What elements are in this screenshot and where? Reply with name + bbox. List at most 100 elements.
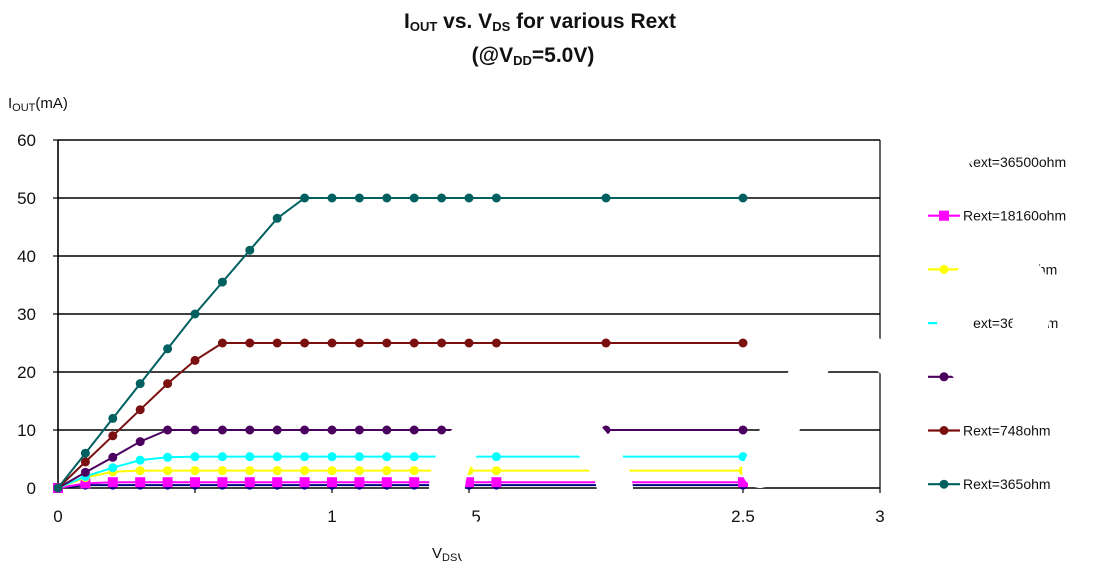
- data-point: [491, 338, 501, 348]
- data-point: [108, 463, 118, 473]
- series-Rext=748ohm: [53, 338, 748, 493]
- y-axis-label-sub: OUT: [12, 102, 36, 114]
- x-tick-label: 2.5: [731, 507, 755, 526]
- data-point: [217, 466, 227, 476]
- legend-item: Rext=18160ohm: [928, 208, 1066, 224]
- data-point: [601, 338, 611, 348]
- data-point: [272, 213, 282, 223]
- data-point: [382, 338, 392, 348]
- data-point: [217, 425, 227, 435]
- data-point: [354, 466, 364, 476]
- data-point: [163, 452, 173, 462]
- series-Rext=365ohm: [53, 193, 748, 493]
- data-point: [108, 452, 118, 462]
- data-point: [190, 466, 200, 476]
- series-Rext=3637ohm: [53, 452, 748, 493]
- data-point: [464, 477, 474, 488]
- legend-marker: [939, 479, 949, 489]
- data-point: [327, 338, 337, 348]
- data-point: [327, 477, 337, 488]
- data-point: [300, 466, 310, 476]
- y-tick-label: 40: [17, 247, 36, 266]
- data-point: [272, 452, 282, 462]
- data-point: [135, 379, 145, 389]
- data-point: [382, 452, 392, 462]
- plot-series: [53, 193, 748, 493]
- data-point: [80, 467, 90, 477]
- y-tick-label: 0: [27, 479, 36, 498]
- data-point: [327, 425, 337, 435]
- data-point: [217, 452, 227, 462]
- y-tick-label: 10: [17, 421, 36, 440]
- chart-subtitle: (@VDD=5.0V): [472, 44, 595, 68]
- data-point: [437, 193, 447, 203]
- data-point: [244, 477, 255, 488]
- data-point: [437, 338, 447, 348]
- data-point: [409, 452, 419, 462]
- legend-label: Rext=18160ohm: [963, 208, 1066, 224]
- series-line: [57, 429, 743, 489]
- grid-lines: [58, 139, 880, 431]
- x-tick-label: 0: [53, 507, 62, 526]
- data-point: [272, 477, 283, 488]
- data-point: [382, 193, 392, 203]
- legend-marker: [939, 210, 949, 221]
- data-point: [245, 245, 255, 255]
- data-point: [135, 466, 145, 476]
- legend-marker: [939, 264, 949, 274]
- chart-subtitle-v-sub: DD: [513, 53, 532, 68]
- data-point: [738, 477, 748, 488]
- legend-label: Rext=748ohm: [963, 423, 1051, 439]
- data-point: [245, 452, 255, 462]
- data-point: [409, 193, 419, 203]
- series-line: [57, 342, 743, 489]
- data-point: [135, 455, 145, 465]
- data-point: [217, 338, 227, 348]
- data-point: [162, 477, 173, 488]
- data-point: [491, 193, 501, 203]
- legend-marker: [939, 426, 949, 435]
- chart-title-i-sub: OUT: [410, 19, 438, 34]
- x-tick-label: 3: [875, 507, 884, 526]
- data-point: [354, 452, 364, 462]
- data-point: [217, 477, 228, 488]
- x-axis-label-v: V: [432, 545, 442, 562]
- data-point: [135, 437, 145, 447]
- data-point: [135, 405, 145, 415]
- data-point: [382, 425, 392, 435]
- data-point: [491, 477, 502, 488]
- data-point: [190, 425, 200, 435]
- y-axis-label: IOUT(mA): [8, 95, 68, 114]
- legend-label: Rext=365ohm: [963, 476, 1051, 492]
- data-point: [80, 457, 90, 467]
- data-point: [300, 425, 310, 435]
- series-line: [57, 455, 743, 489]
- data-point: [491, 466, 501, 476]
- chart-title-mid: vs. V: [437, 10, 492, 33]
- legend-item: Rext=365ohm: [928, 476, 1051, 492]
- data-point: [464, 193, 474, 203]
- data-point: [107, 477, 118, 488]
- data-point: [53, 483, 63, 493]
- data-point: [300, 338, 310, 348]
- data-point: [245, 338, 255, 348]
- data-point: [738, 452, 748, 462]
- chart-title-tail: for various Rext: [510, 10, 676, 33]
- data-point: [135, 477, 146, 488]
- chart-title-i: I: [404, 10, 410, 33]
- data-point: [217, 277, 227, 287]
- data-point: [190, 477, 200, 488]
- data-point: [409, 425, 419, 435]
- data-point: [601, 193, 611, 203]
- data-point: [327, 193, 337, 203]
- chart-title: IOUT vs. VDS for various Rext: [404, 10, 676, 34]
- y-tick-label: 30: [17, 305, 36, 324]
- data-point: [409, 338, 419, 348]
- data-point: [354, 477, 365, 488]
- x-axis-label-sub: DS: [442, 552, 457, 564]
- data-point: [163, 379, 173, 389]
- chart-subtitle-pre: (@V: [472, 44, 513, 67]
- data-point: [354, 193, 364, 203]
- data-point: [272, 338, 282, 348]
